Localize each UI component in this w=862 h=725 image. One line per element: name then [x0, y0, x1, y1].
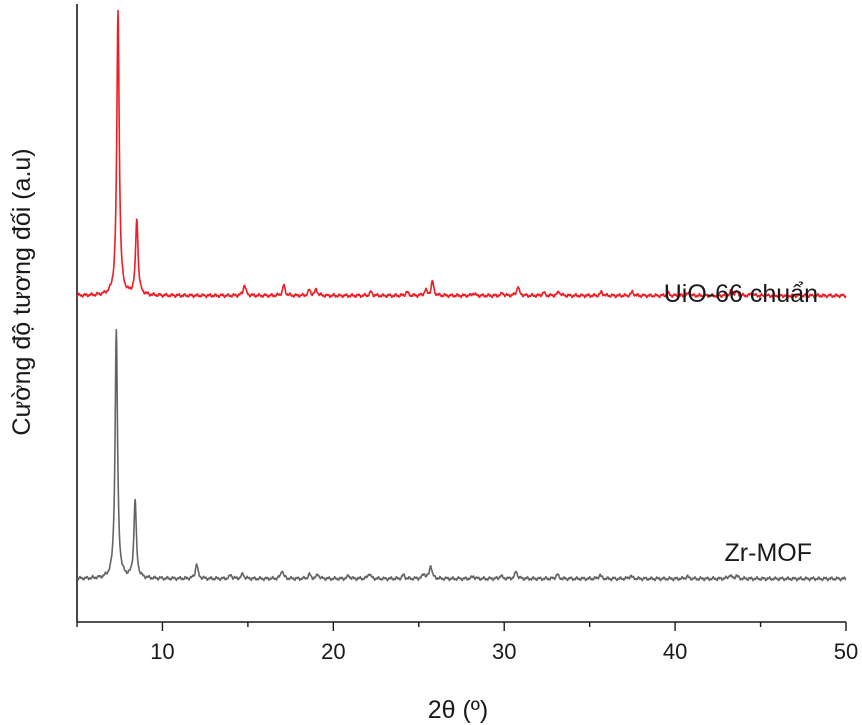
series-line-1: [76, 328, 847, 582]
series-layer: [76, 9, 847, 582]
x-tick-label: 30: [492, 639, 516, 664]
y-axis-title: Cường độ tương đối (a.u): [8, 148, 36, 435]
x-tick-label: 40: [663, 639, 687, 664]
x-tick-label: 20: [321, 639, 345, 664]
x-tick-label: 50: [834, 639, 858, 664]
x-tick-label: 10: [150, 639, 174, 664]
series-label-uio66: UiO-66 chuẩn: [664, 280, 818, 308]
plot-frame: [76, 4, 846, 623]
series-line-0: [76, 9, 847, 299]
series-label-zr-mof: Zr-MOF: [725, 539, 812, 567]
x-axis-ticks: 10 20 30 40 50: [76, 622, 858, 664]
x-axis-title: 2θ (º): [428, 696, 489, 724]
